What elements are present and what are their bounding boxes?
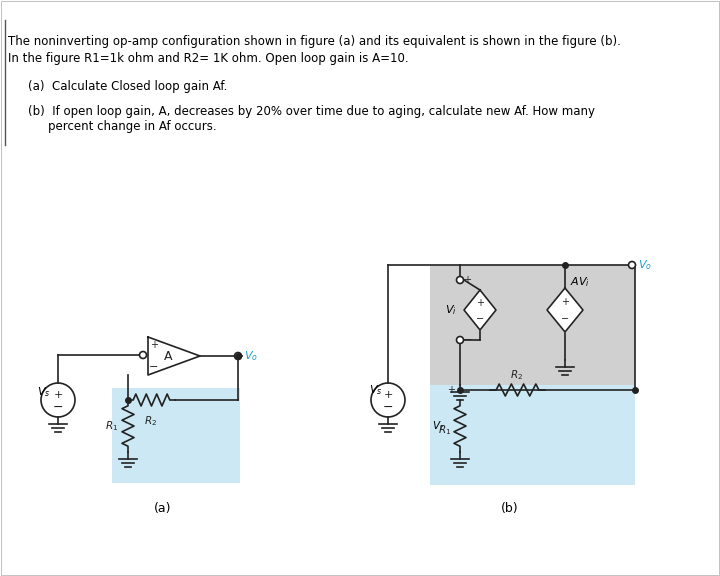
Text: (a)  Calculate Closed loop gain Af.: (a) Calculate Closed loop gain Af. [28,80,228,93]
Text: +: + [447,385,455,395]
Text: +: + [53,390,63,400]
Text: +: + [463,275,471,285]
Text: In the figure R1=1k ohm and R2= 1K ohm. Open loop gain is A=10.: In the figure R1=1k ohm and R2= 1K ohm. … [8,52,409,65]
Text: $AV_i$: $AV_i$ [570,275,590,289]
Polygon shape [547,288,583,332]
Text: The noninverting op-amp configuration shown in figure (a) and its equivalent is : The noninverting op-amp configuration sh… [8,35,621,48]
Text: −: − [463,335,472,345]
Text: −: − [383,400,393,414]
Text: $R_2$: $R_2$ [510,368,523,382]
Bar [112,388,240,483]
Text: (b): (b) [501,502,519,515]
Bar [430,385,635,485]
Circle shape [629,262,636,268]
Text: +: + [476,298,484,308]
Circle shape [456,276,464,283]
Text: −: − [53,400,63,414]
Text: +: + [150,340,158,350]
Text: −: − [561,314,569,324]
Text: +: + [383,390,392,400]
Text: $R_2$: $R_2$ [145,414,158,428]
Text: +: + [561,297,569,307]
Text: $V_o$: $V_o$ [638,258,652,272]
Text: −: − [149,362,158,372]
Circle shape [235,353,241,359]
Text: percent change in Af occurs.: percent change in Af occurs. [48,120,217,133]
Circle shape [41,383,75,417]
Bar [430,265,635,390]
Circle shape [456,336,464,343]
Text: (a): (a) [154,502,172,515]
Text: −: − [476,314,484,324]
Text: (b)  If open loop gain, A, decreases by 20% over time due to aging, calculate ne: (b) If open loop gain, A, decreases by 2… [28,105,595,118]
Text: $V_f$: $V_f$ [432,419,444,433]
Polygon shape [148,337,200,375]
Text: $R_1$: $R_1$ [438,423,451,437]
Circle shape [371,383,405,417]
Text: $V_s$: $V_s$ [37,385,50,399]
Polygon shape [464,290,496,330]
Text: $R_1$: $R_1$ [105,419,119,433]
Text: $V_s$: $V_s$ [369,383,383,397]
Text: $V_i$: $V_i$ [445,303,457,317]
Circle shape [140,351,146,358]
Text: $V_o$: $V_o$ [244,349,258,363]
Text: A: A [163,350,172,362]
